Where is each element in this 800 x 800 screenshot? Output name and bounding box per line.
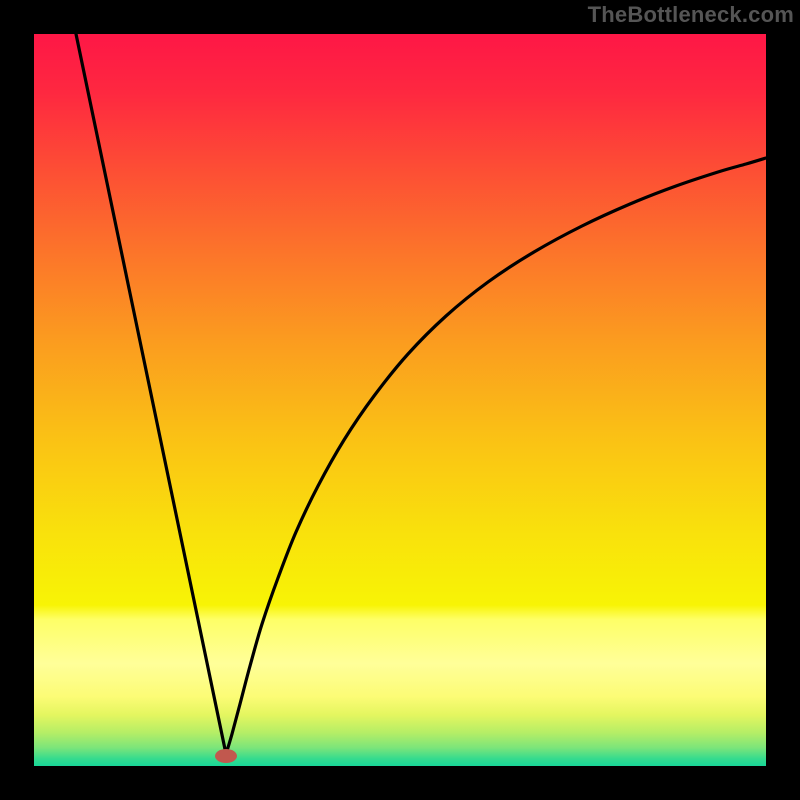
- min-marker: [215, 749, 237, 763]
- chart-svg: [0, 0, 800, 800]
- watermark-text: TheBottleneck.com: [588, 2, 794, 28]
- plot-background: [34, 34, 766, 766]
- chart-frame: TheBottleneck.com: [0, 0, 800, 800]
